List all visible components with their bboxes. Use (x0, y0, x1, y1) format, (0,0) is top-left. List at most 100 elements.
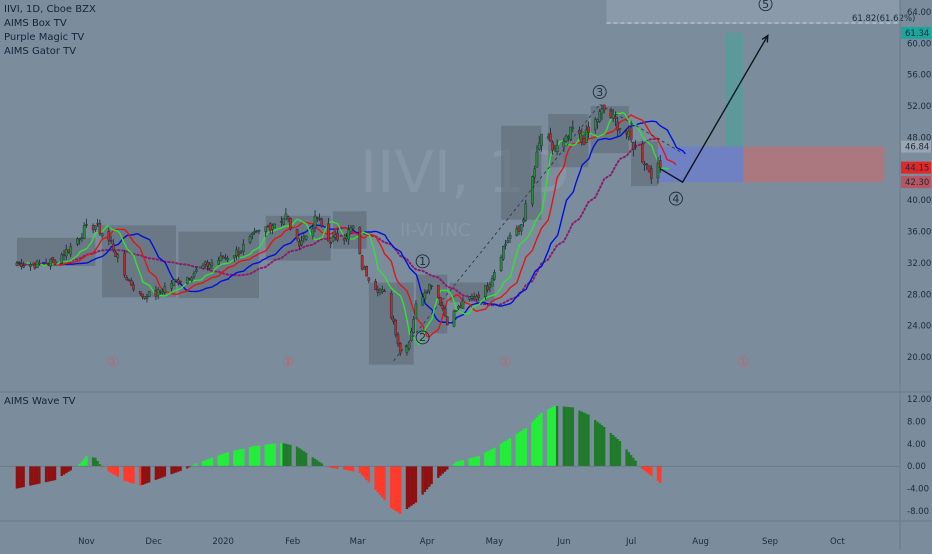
wave-bar (179, 466, 182, 471)
wave-bar (143, 466, 146, 485)
candle (127, 279, 131, 282)
wave-bar (60, 466, 63, 476)
wave-bar (302, 451, 306, 467)
wave-bar (31, 466, 34, 486)
wave-bar (67, 466, 70, 472)
candle (519, 224, 523, 232)
wave-bar (650, 466, 653, 476)
candle (546, 136, 550, 139)
indicator-aims-box[interactable]: AIMS Box TV (4, 18, 67, 29)
candle (351, 225, 355, 229)
candle (221, 256, 225, 259)
candle (201, 265, 205, 269)
target-zone[interactable] (725, 32, 744, 147)
candle (109, 240, 113, 242)
wave-bar (192, 464, 196, 467)
candle (331, 236, 335, 242)
candle (396, 334, 400, 345)
wave-bar (535, 417, 539, 467)
wave-bar (602, 427, 606, 467)
wave-bar (253, 446, 256, 467)
candle (185, 277, 189, 284)
candle (593, 119, 597, 130)
candle (374, 281, 377, 290)
wave-bar (219, 454, 223, 467)
candle (313, 215, 317, 228)
wave-bar (540, 413, 543, 467)
candle (147, 291, 151, 297)
candle (116, 254, 120, 258)
candle (333, 234, 337, 238)
candle (255, 230, 259, 232)
wave-bar (237, 449, 241, 467)
wave-bar (331, 466, 335, 469)
candle (614, 116, 617, 119)
candle (242, 243, 245, 252)
candle (35, 260, 39, 269)
wave-bar (233, 450, 236, 467)
wave-bar (531, 421, 534, 467)
wave-bar (286, 444, 290, 467)
wave-bar (201, 461, 205, 467)
candle (329, 242, 333, 244)
candle (470, 295, 474, 299)
candle (383, 290, 386, 293)
price-label-text: 61.34 (905, 29, 929, 39)
time-axis-tick: Feb (285, 537, 300, 547)
candle (132, 284, 135, 290)
candle (114, 251, 117, 257)
wave-bar (407, 466, 411, 508)
candle (452, 310, 456, 327)
wave-bar (298, 448, 301, 467)
wave-bar (504, 440, 507, 467)
cycle-marker: ① (499, 354, 512, 370)
candle (194, 269, 198, 272)
candle (315, 217, 319, 219)
wave-bar (546, 409, 550, 467)
wave-bar (145, 466, 149, 484)
candle (459, 305, 463, 308)
cycle-marker: ① (107, 354, 120, 370)
wave-bar (255, 445, 258, 467)
candle (80, 237, 84, 239)
wave-bar (82, 458, 86, 467)
wave-bar (159, 466, 162, 479)
price-axis-tick: 36.00 (907, 228, 931, 238)
price-axis-tick: 32.00 (907, 259, 931, 269)
candle (271, 225, 274, 230)
wave-bar (174, 466, 178, 473)
fib-level-label: 61.82(61.62%) (852, 14, 915, 24)
candle (493, 272, 496, 280)
candle (506, 240, 510, 243)
stop-zone[interactable] (743, 146, 885, 183)
wave-bar (38, 466, 41, 484)
time-axis-tick: Apr (420, 537, 435, 547)
wave-bar (499, 443, 503, 467)
candle (553, 148, 557, 151)
candle (567, 136, 570, 139)
candle (564, 135, 568, 142)
candle (504, 243, 507, 246)
price-label-text: 42.30 (905, 178, 929, 188)
symbol-line[interactable]: IIVI, 1D, Cboe BZX (4, 4, 96, 15)
wave-bar (520, 431, 523, 467)
candle (206, 262, 209, 267)
candle (298, 241, 301, 247)
wave-bar (363, 466, 366, 478)
indicator-purple-magic[interactable]: Purple Magic TV (4, 32, 85, 43)
candle (257, 229, 261, 232)
wave-bar (378, 466, 382, 495)
candle (174, 279, 178, 281)
wave-bar (316, 460, 319, 467)
wave-bar (342, 466, 346, 470)
wave-bar (634, 460, 637, 467)
time-axis-tick: Aug (692, 537, 709, 547)
wave-bar (551, 406, 554, 467)
indicator-aims-gator[interactable]: AIMS Gator TV (4, 46, 77, 57)
wave-label: 1 (419, 255, 426, 268)
wave-bar (271, 443, 274, 467)
wave-axis-tick: 4.00 (907, 440, 926, 450)
wave-panel-title[interactable]: AIMS Wave TV (4, 396, 76, 407)
